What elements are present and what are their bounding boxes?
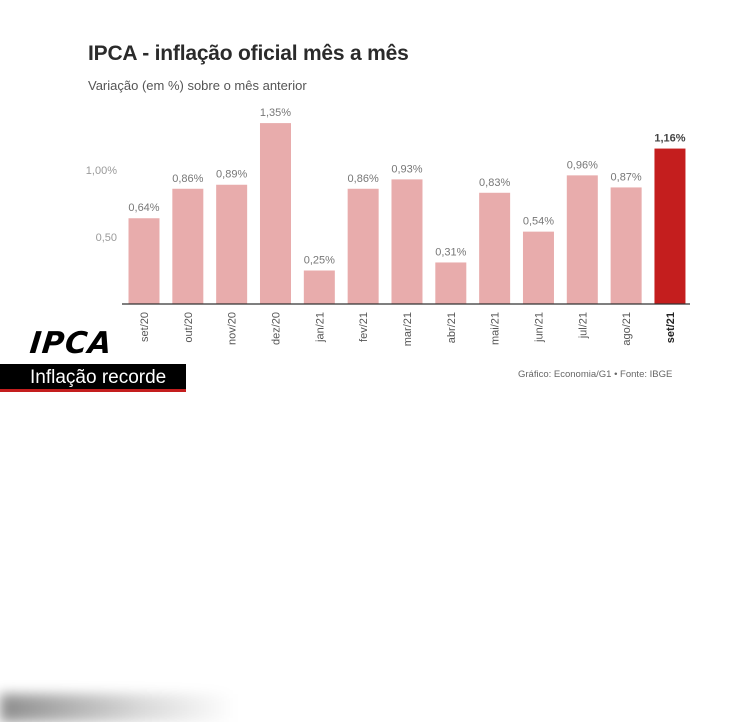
bar-jul-21: [566, 175, 598, 304]
value-label: 0,54%: [523, 216, 554, 228]
chart-title: IPCA - inflação oficial mês a mês: [88, 42, 409, 65]
x-tick-label: set/20: [139, 312, 151, 342]
banner-shadow: [0, 694, 235, 722]
bar-dez-20: [259, 123, 291, 304]
x-tick-label: jan/21: [314, 312, 326, 343]
bar-mar-21: [391, 179, 423, 304]
value-label: 0,64%: [128, 202, 159, 214]
y-tick-label: 1,00%: [86, 165, 117, 177]
source-note: Gráfico: Economia/G1 • Fonte: IBGE: [518, 369, 673, 380]
value-label: 0,86%: [348, 173, 379, 185]
value-label: 0,83%: [479, 177, 510, 189]
x-tick-label: jul/21: [577, 312, 589, 339]
bar-nov-20: [216, 184, 248, 304]
value-label: 0,86%: [172, 173, 203, 185]
y-tick-label: 0,50: [96, 232, 117, 244]
x-tick-label: nov/20: [227, 312, 239, 345]
x-tick-label: abr/21: [446, 312, 458, 343]
value-label: 0,93%: [391, 163, 422, 175]
x-tick-label: set/21: [665, 312, 677, 343]
bar-fev-21: [347, 188, 379, 304]
x-tick-label: dez/20: [270, 312, 282, 345]
bar-out-20: [172, 188, 204, 304]
ipca-banner: IPCA Inflação recorde: [0, 322, 240, 722]
bar-set-20: [128, 218, 160, 304]
bar-mai-21: [479, 192, 511, 304]
bar-abr-21: [435, 262, 467, 304]
x-tick-label: mai/21: [490, 312, 502, 345]
bar-jun-21: [522, 231, 554, 304]
x-tick-label: mar/21: [402, 312, 414, 346]
banner-label: IPCA: [28, 326, 115, 361]
x-tick-label: out/20: [183, 312, 195, 343]
bar-set-21: [654, 148, 686, 304]
x-tick-label: ago/21: [621, 312, 633, 346]
x-tick-label: fev/21: [358, 312, 370, 342]
value-label: 0,87%: [611, 171, 642, 183]
value-label: 0,25%: [304, 255, 335, 267]
bar-ago-21: [610, 187, 642, 304]
value-label: 0,31%: [435, 246, 466, 258]
value-label: 0,89%: [216, 169, 247, 181]
value-label: 1,35%: [260, 107, 291, 119]
banner-headline: Inflação recorde: [0, 364, 186, 392]
bar-jan-21: [303, 270, 335, 304]
chart-subtitle: Variação (em %) sobre o mês anterior: [88, 78, 307, 93]
chart-plot: 0,50 1,00% 0,64% 0,86% 0,89% 1,35% 0,25% 0,86%…: [86, 107, 690, 346]
value-label: 0,96%: [567, 159, 598, 171]
x-tick-label: jun/21: [533, 312, 545, 343]
value-label: 1,16%: [654, 133, 685, 145]
